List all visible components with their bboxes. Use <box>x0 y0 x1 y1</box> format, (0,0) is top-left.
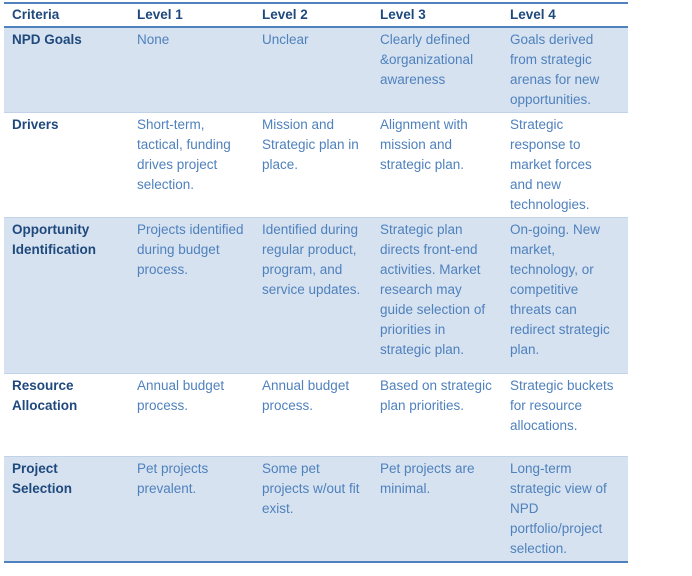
criteria-cell: Drivers <box>12 117 59 132</box>
criteria-cell: NPD Goals <box>12 32 82 47</box>
table-row-project-selection: Project Selection Pet projects prevalent… <box>4 456 628 562</box>
table-cell: Clearly defined &organizational awarenes… <box>380 32 474 87</box>
column-header-level-1: Level 1 <box>129 3 254 28</box>
npd-maturity-table: Criteria Level 1 Level 2 Level 3 Level 4… <box>4 2 628 563</box>
criteria-cell: Project Selection <box>12 461 73 496</box>
table-cell: Annual budget process. <box>262 378 350 413</box>
table-cell: On-going. New market, technology, or com… <box>510 222 610 357</box>
table-row-resource-allocation: Resource Allocation Annual budget proces… <box>4 373 628 457</box>
table-cell: Pet projects are minimal. <box>380 461 475 496</box>
table-cell: Goals derived from strategic arenas for … <box>510 32 600 107</box>
table-cell: Strategic response to market forces and … <box>510 117 592 212</box>
table-cell: Short-term, tactical, funding drives pro… <box>137 117 231 192</box>
table-cell: Projects identified during budget proces… <box>137 222 244 277</box>
table-cell: Strategic plan directs front-end activit… <box>380 222 486 357</box>
table-row-npd-goals: NPD Goals None Unclear Clearly defined &… <box>4 27 628 113</box>
table-cell: Strategic buckets for resource allocatio… <box>510 378 614 433</box>
table-cell: Based on strategic plan priorities. <box>380 378 492 413</box>
table-cell: None <box>137 32 170 47</box>
criteria-cell: Resource Allocation <box>12 378 78 413</box>
table-row-opportunity-identification: Opportunity Identification Projects iden… <box>4 217 628 374</box>
column-header-criteria: Criteria <box>4 3 129 28</box>
table-header-row: Criteria Level 1 Level 2 Level 3 Level 4 <box>4 3 628 28</box>
table-cell: Identified during regular product, progr… <box>262 222 361 297</box>
table-cell: Mission and Strategic plan in place. <box>262 117 359 172</box>
npd-maturity-table-container: Criteria Level 1 Level 2 Level 3 Level 4… <box>4 2 628 563</box>
table-row-drivers: Drivers Short-term, tactical, funding dr… <box>4 112 628 218</box>
column-header-level-3: Level 3 <box>372 3 502 28</box>
table-cell: Long-term strategic view of NPD portfoli… <box>510 461 607 556</box>
table-cell: Pet projects prevalent. <box>137 461 209 496</box>
table-cell: Annual budget process. <box>137 378 225 413</box>
column-header-level-4: Level 4 <box>502 3 628 28</box>
table-cell: Some pet projects w/out fit exist. <box>262 461 360 516</box>
criteria-cell: Opportunity Identification <box>12 222 96 257</box>
column-header-level-2: Level 2 <box>254 3 372 28</box>
table-cell: Alignment with mission and strategic pla… <box>380 117 468 172</box>
table-cell: Unclear <box>262 32 309 47</box>
